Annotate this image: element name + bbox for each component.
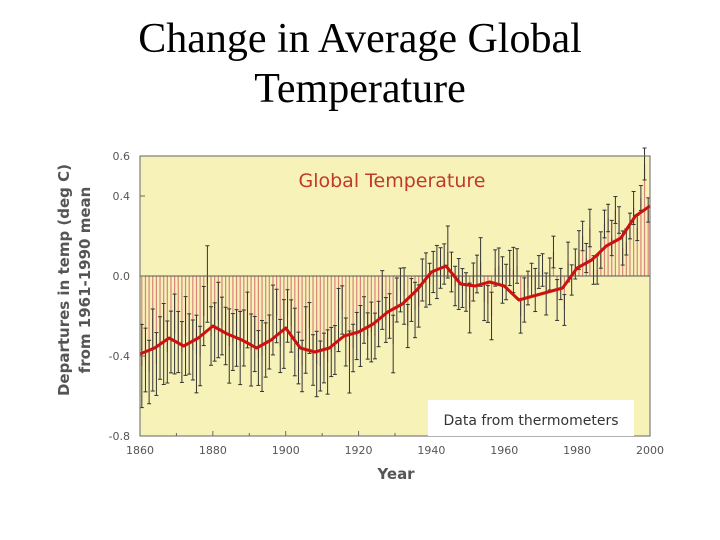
y-axis-label-line-1: Departures in temp (deg C) — [55, 164, 73, 396]
chart-container: 0.6 0.4 0.0 -0.4 -0.8 1860 1880 1900 1920 1940 196… — [50, 140, 680, 490]
x-tick-label: 1900 — [272, 444, 300, 457]
x-tick-label: 1880 — [199, 444, 227, 457]
x-tick-label: 1860 — [126, 444, 154, 457]
annotation-text: Data from thermometers — [444, 413, 619, 429]
y-axis-label-line-2: from 1961-1990 mean — [76, 187, 94, 374]
x-tick-label: 2000 — [636, 444, 664, 457]
y-tick-label: 0.4 — [113, 190, 131, 203]
plot-area — [140, 156, 650, 436]
x-axis-label: Year — [376, 465, 415, 483]
smoothed-trend-line — [139, 204, 651, 356]
y-tick-label: -0.8 — [109, 430, 130, 443]
y-tick-label: 0.0 — [113, 270, 131, 283]
x-tick-label: 1980 — [563, 444, 591, 457]
x-tick-label: 1920 — [345, 444, 373, 457]
slide-title-line-2: Temperature — [254, 66, 466, 112]
x-tick-label: 1960 — [490, 444, 518, 457]
slide-title-line-1: Change in Average Global — [138, 16, 582, 62]
slide-title: Change in Average Global Temperature — [0, 14, 720, 114]
chart-title: Global Temperature — [298, 170, 485, 192]
y-tick-label: 0.6 — [113, 150, 131, 163]
error-bars — [139, 147, 651, 409]
y-tick-label: -0.4 — [109, 350, 130, 363]
x-tick-label: 1940 — [417, 444, 445, 457]
annotation-box — [428, 400, 634, 436]
